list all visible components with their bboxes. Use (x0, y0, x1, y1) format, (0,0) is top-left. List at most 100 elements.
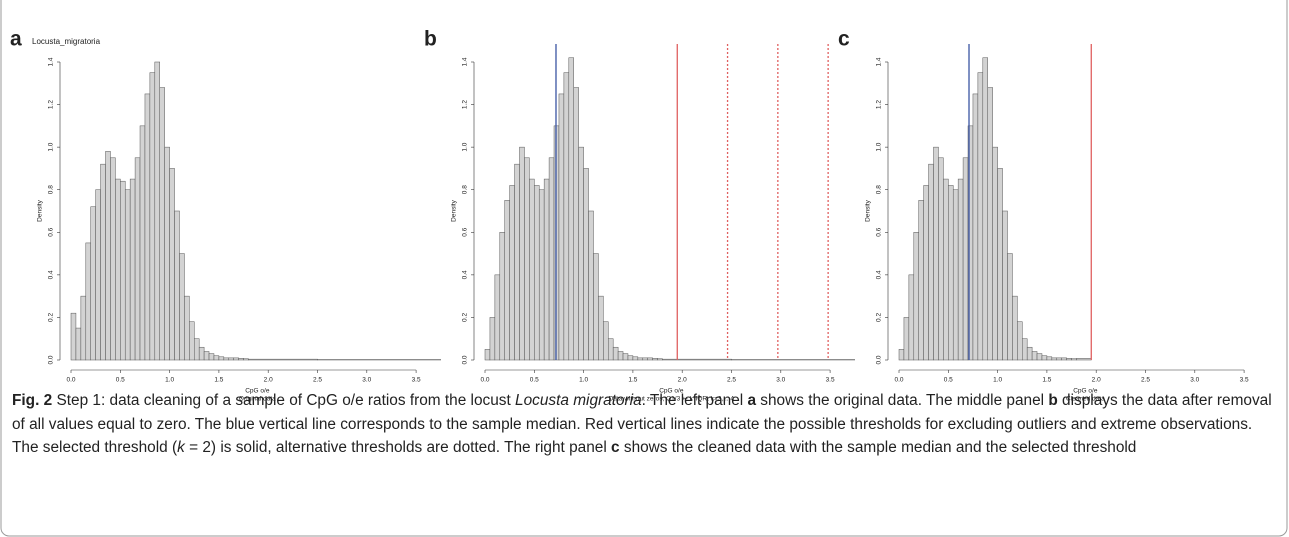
histogram-bar (642, 357, 648, 361)
histogram-bar (218, 356, 225, 361)
histogram-bar (622, 353, 629, 361)
y-tick-label: 0.8 (462, 185, 469, 194)
histogram-bar (514, 163, 520, 361)
y-tick-label: 1.2 (48, 100, 55, 109)
histogram-bar (194, 338, 200, 361)
histogram-bar (484, 349, 491, 361)
histogram-bar (524, 157, 530, 361)
x-tick-label: 1.0 (993, 377, 1002, 384)
histogram-bar (612, 346, 619, 361)
histogram-bar (997, 168, 1003, 361)
histogram-bar (1036, 353, 1043, 361)
y-tick-label: 1.4 (48, 57, 55, 66)
histogram-bar (213, 355, 220, 361)
x-axis-subtitle: Original data (239, 396, 276, 403)
histogram-bar (1046, 356, 1053, 361)
y-tick-label: 1.0 (462, 142, 469, 151)
histogram-bar (149, 72, 156, 361)
histogram-bar (100, 163, 106, 361)
histogram-bar (573, 87, 579, 361)
histogram-bar (972, 93, 979, 361)
histogram-bar (632, 356, 639, 361)
histogram-bar (1031, 351, 1038, 361)
histogram-bar (80, 295, 87, 361)
histogram-bar (598, 295, 604, 361)
x-tick-label: 0.0 (66, 377, 75, 384)
histogram-bar (987, 87, 993, 361)
y-tick-label: 1.2 (876, 100, 883, 109)
histogram-bar (952, 189, 959, 361)
histogram-bar (75, 327, 82, 361)
histogram-bar (139, 125, 146, 361)
histogram-bar (110, 157, 116, 361)
histogram-bar (662, 358, 732, 361)
histogram-bar (962, 157, 969, 361)
histogram-bar (169, 168, 175, 361)
x-tick-label: 0.0 (894, 377, 903, 384)
caption-text: Step 1: data cleaning of a sample of CpG… (56, 392, 516, 409)
x-axis-subtitle: Cleaned data (1066, 396, 1105, 403)
x-tick-label: 0.5 (530, 377, 539, 384)
histogram-bar (627, 355, 634, 361)
histogram-bar (603, 321, 609, 361)
x-tick-label: 3.0 (362, 377, 371, 384)
caption-text: c (611, 439, 620, 456)
histogram-bar (617, 351, 624, 361)
histogram-bar (543, 178, 550, 361)
y-axis-label: Density (865, 199, 872, 221)
histogram-bar (913, 232, 919, 361)
histogram-bar (918, 200, 924, 361)
histogram-bar (957, 178, 964, 361)
x-tick-label: 1.5 (628, 377, 637, 384)
y-tick-label: 0.8 (876, 185, 883, 194)
panel-label: c (838, 28, 850, 51)
histogram-bar (164, 146, 170, 361)
y-tick-label: 0.4 (462, 270, 469, 279)
histogram-bar (519, 146, 525, 361)
y-axis-label: Density (37, 199, 44, 221)
histogram-bar (657, 358, 663, 361)
x-tick-label: 3.5 (826, 377, 835, 384)
caption-text: displays the data after removal of all v… (12, 392, 1272, 456)
histogram-bar (1051, 357, 1058, 361)
histogram-bar (538, 189, 545, 361)
y-tick-label: 0.2 (876, 313, 883, 322)
y-tick-label: 0.4 (48, 270, 55, 279)
x-tick-label: 1.0 (165, 377, 174, 384)
histogram-bar (120, 180, 126, 361)
y-tick-label: 0.4 (876, 270, 883, 279)
histogram-bar (923, 185, 929, 361)
histogram-bar (154, 61, 160, 361)
histogram-bar (608, 338, 614, 361)
y-tick-label: 0.8 (48, 185, 55, 194)
histogram-bar (1026, 346, 1033, 361)
caption-text: a (747, 392, 757, 409)
histogram-bar (90, 206, 96, 361)
histogram-bar (174, 210, 180, 361)
histogram-bar (1007, 253, 1013, 361)
caption-text: = 2) is solid, alternative thresholds ar… (184, 439, 612, 456)
histogram-bar (992, 146, 998, 361)
histogram-bar (115, 178, 121, 361)
x-tick-label: 3.5 (412, 377, 421, 384)
histogram-bar (1012, 295, 1018, 361)
histogram-bar (568, 57, 574, 361)
histogram-bar (85, 242, 91, 361)
histogram-bar (179, 253, 185, 361)
x-tick-label: 3.0 (776, 377, 785, 384)
y-tick-label: 0.0 (462, 355, 469, 364)
y-tick-label: 0.0 (48, 355, 55, 364)
x-tick-label: 2.0 (1092, 377, 1101, 384)
x-tick-label: 0.5 (116, 377, 125, 384)
caption-text: k (177, 439, 185, 456)
x-tick-label: 0.0 (480, 377, 489, 384)
caption-text: . The left panel (641, 392, 748, 409)
histogram-bar (105, 151, 111, 361)
histogram-bar (1056, 357, 1062, 361)
histogram-bar (124, 189, 131, 361)
histogram-bar (489, 317, 496, 361)
x-tick-label: 2.0 (264, 377, 273, 384)
histogram-bar (208, 353, 215, 361)
histogram-bar (1002, 210, 1008, 361)
